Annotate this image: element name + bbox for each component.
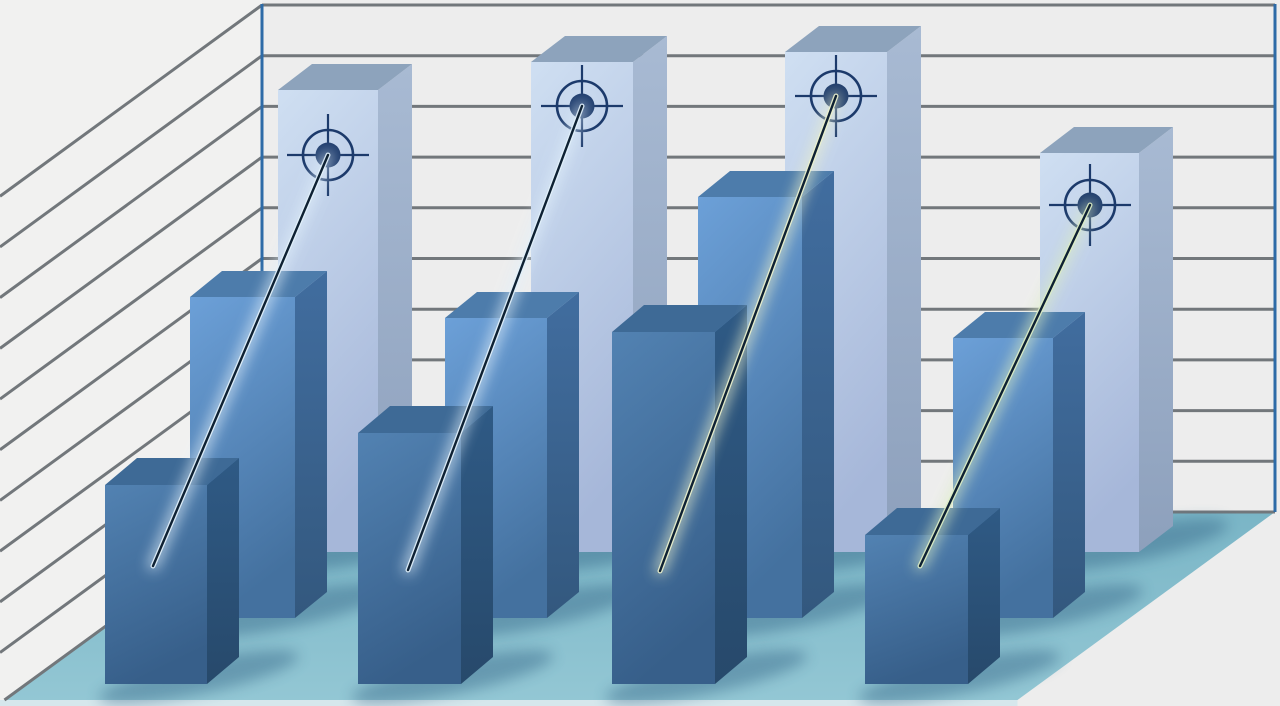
bar-side-face [1139, 127, 1173, 552]
bar-top-face [865, 508, 1000, 535]
bar-side-face [207, 458, 239, 684]
bar-top-face [1040, 127, 1173, 153]
bar-side-face [461, 406, 493, 684]
bar-top-face [445, 292, 579, 318]
bar-top-face [953, 312, 1085, 338]
bar-side-face [968, 508, 1000, 684]
bar-side-face [547, 292, 579, 618]
bar-top-face [785, 26, 921, 52]
bottom-strip [0, 700, 1018, 706]
bar-front-face [865, 535, 968, 684]
laser-line-4 [916, 201, 1094, 570]
bar-side-face [802, 171, 834, 618]
bar-side-face [887, 26, 921, 552]
bar-middle-3 [698, 171, 834, 618]
bar-top-face [278, 64, 412, 90]
laser-line-2 [404, 102, 586, 574]
bar-top-face [105, 458, 239, 485]
bar-top-face [612, 305, 747, 332]
bar-front-1 [105, 458, 239, 684]
laser-line-1 [149, 151, 332, 570]
bar-front-4 [865, 508, 1000, 684]
bar-front-face [105, 485, 207, 684]
laser-line-3 [656, 92, 840, 575]
bar-side-face [295, 271, 327, 618]
bar-side-face [1053, 312, 1085, 618]
bar-side-face [715, 305, 747, 684]
bar-top-face [190, 271, 327, 297]
bar-top-face [531, 36, 667, 62]
bar-front-2 [358, 406, 493, 684]
bar-front-3 [612, 305, 747, 684]
bar-front-face [612, 332, 715, 684]
